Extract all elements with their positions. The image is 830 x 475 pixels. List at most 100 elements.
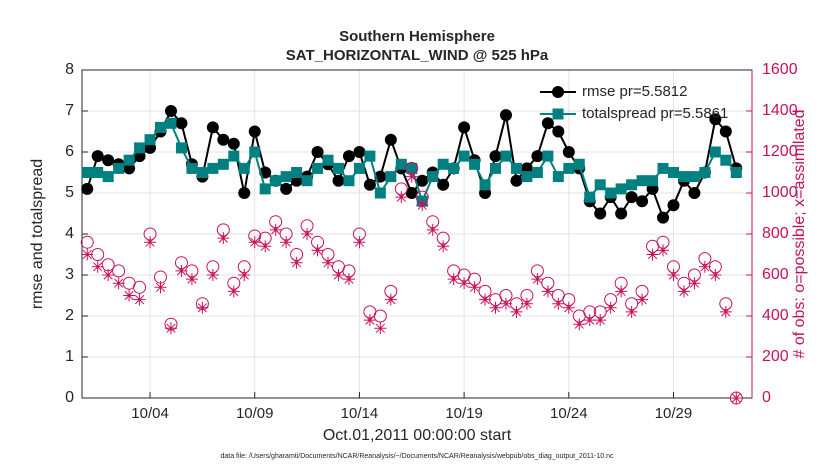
point xyxy=(709,269,722,281)
point xyxy=(688,277,701,290)
point xyxy=(227,285,240,298)
point xyxy=(552,297,565,310)
x-tick-label: 10/04 xyxy=(131,405,169,422)
point xyxy=(238,187,251,199)
y-tick-label: 4 xyxy=(65,225,74,242)
point xyxy=(489,150,502,163)
point xyxy=(448,162,460,174)
point xyxy=(133,293,146,306)
point xyxy=(164,322,177,335)
point xyxy=(353,146,366,158)
point xyxy=(416,174,429,187)
y-axis-label: rmse and totalspread xyxy=(29,159,46,309)
point xyxy=(594,314,607,327)
point xyxy=(698,260,711,273)
point xyxy=(81,182,94,195)
point xyxy=(405,170,418,183)
point xyxy=(458,121,471,134)
point xyxy=(373,309,387,323)
point xyxy=(510,305,523,318)
point xyxy=(709,113,722,126)
x-tick-label: 10/14 xyxy=(341,405,379,422)
point xyxy=(562,301,575,314)
point xyxy=(604,301,617,314)
point xyxy=(175,264,188,277)
y2-tick-label: 1200 xyxy=(762,143,798,160)
legend-marker xyxy=(552,86,564,98)
point xyxy=(657,162,669,174)
point xyxy=(112,264,126,278)
point xyxy=(363,314,376,327)
point xyxy=(133,280,147,294)
point xyxy=(709,146,721,158)
point xyxy=(563,162,575,174)
point xyxy=(667,199,680,212)
point xyxy=(499,109,512,122)
point xyxy=(468,281,481,294)
point xyxy=(206,269,219,281)
y2-tick-label: 1000 xyxy=(762,184,798,201)
point xyxy=(437,178,450,191)
point xyxy=(217,133,230,146)
point xyxy=(249,146,261,158)
point xyxy=(238,269,251,281)
point xyxy=(280,171,292,183)
point xyxy=(531,167,543,178)
point xyxy=(605,187,617,199)
point xyxy=(270,175,282,187)
point xyxy=(395,158,407,170)
point xyxy=(332,269,345,281)
y2-tick-label: 400 xyxy=(762,307,789,324)
y-tick-label: 2 xyxy=(65,307,74,324)
point xyxy=(719,305,732,318)
point xyxy=(154,281,167,294)
point xyxy=(364,150,376,162)
point xyxy=(521,171,533,183)
point xyxy=(510,174,523,187)
x-tick-label: 10/19 xyxy=(445,405,483,422)
point xyxy=(112,277,125,290)
point xyxy=(625,305,638,318)
point xyxy=(322,256,335,269)
y2-tick-label: 200 xyxy=(762,348,789,365)
point xyxy=(363,178,376,191)
point xyxy=(384,133,397,146)
y2-axis-label: # of obs: o=possible; x=assimilated xyxy=(791,109,808,358)
point xyxy=(311,244,324,257)
point xyxy=(625,191,638,204)
point xyxy=(688,171,700,183)
point xyxy=(531,273,544,286)
point xyxy=(500,150,512,162)
y2-tick-label: 600 xyxy=(762,266,789,283)
point xyxy=(426,223,439,236)
point xyxy=(353,236,366,249)
point xyxy=(259,240,272,253)
point xyxy=(479,179,491,191)
point xyxy=(155,121,167,133)
point xyxy=(615,183,627,195)
point xyxy=(217,232,230,245)
point xyxy=(186,162,198,174)
point xyxy=(479,293,492,306)
point xyxy=(688,187,701,199)
point xyxy=(343,175,355,187)
point xyxy=(228,150,240,162)
point xyxy=(562,146,575,158)
point xyxy=(123,154,135,166)
y-tick-label: 8 xyxy=(65,61,74,78)
point xyxy=(385,171,397,183)
point xyxy=(583,314,596,327)
point xyxy=(730,167,742,178)
point xyxy=(280,182,293,195)
point xyxy=(499,297,512,310)
point xyxy=(636,293,649,306)
point xyxy=(542,150,554,162)
point xyxy=(573,318,586,331)
point xyxy=(342,273,355,286)
point xyxy=(406,162,418,174)
point xyxy=(657,244,670,257)
point xyxy=(594,179,606,191)
point xyxy=(311,146,324,158)
chart-subtitle: SAT_HORIZONTAL_WIND @ 525 hPa xyxy=(286,47,549,64)
